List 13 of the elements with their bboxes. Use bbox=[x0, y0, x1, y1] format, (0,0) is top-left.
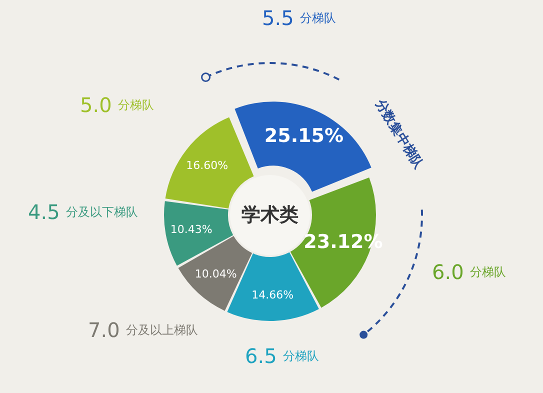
slice-label: 5.5 分梯队 bbox=[262, 6, 336, 30]
slice-label: 6.5 分梯队 bbox=[245, 344, 320, 368]
slice-label: 4.5 分及以下梯队 bbox=[28, 200, 138, 224]
slice-label: 6.0 分梯队 bbox=[432, 260, 506, 284]
data-label: 10.43% bbox=[170, 223, 212, 236]
data-label: 16.60% bbox=[186, 159, 228, 172]
data-label: 14.66% bbox=[252, 288, 294, 302]
text: 学术类 bbox=[242, 204, 298, 226]
data-label: 25.15% bbox=[264, 124, 344, 147]
text: 分数集中梯队 bbox=[371, 96, 426, 172]
data-label: 10.04% bbox=[194, 267, 237, 280]
slice-label: 7.0 分及以上梯队 bbox=[88, 318, 198, 342]
slice-label: 5.0 分梯队 bbox=[80, 93, 154, 117]
